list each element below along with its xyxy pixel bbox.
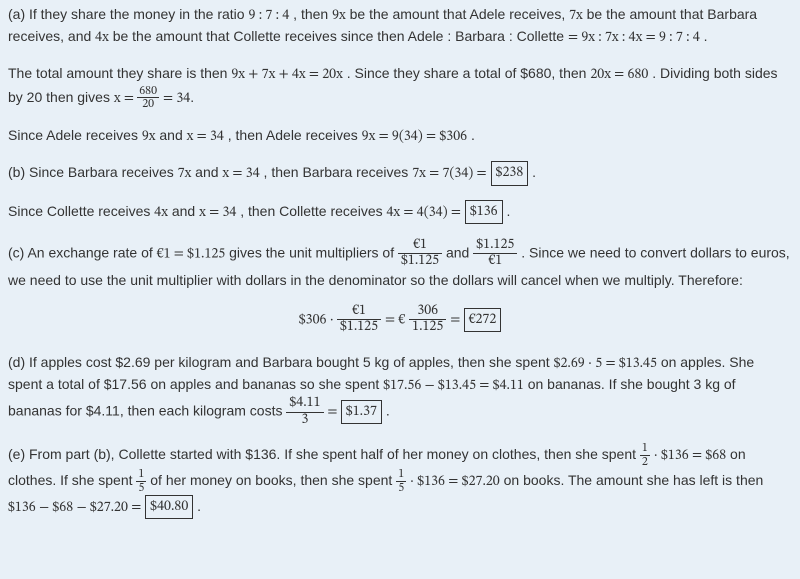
fraction-den: 1.125 <box>409 320 446 335</box>
collette-answer-box: $136 <box>465 200 503 224</box>
part-b-para2: Since Collette receives 4x and x = 34 , … <box>8 200 792 224</box>
bananas-sub: $17.56 − $13.45 = $4.11 <box>383 379 524 393</box>
fraction-num: 1 <box>640 442 650 456</box>
fraction-num: 1 <box>396 468 406 482</box>
fraction-den: 5 <box>396 482 406 495</box>
fraction-den: $1.125 <box>337 320 381 335</box>
text: , then Adele receives <box>228 127 362 143</box>
text: gives the unit multipliers of <box>229 245 398 261</box>
part-a-para1: (a) If they share the money in the ratio… <box>8 4 792 49</box>
part-c-para1: (c) An exchange rate of €1 = $1.125 give… <box>8 238 792 290</box>
fraction-411-3: $4.11 3 <box>286 396 323 428</box>
fraction-680-20: 680 20 <box>137 85 159 111</box>
part-e-para: (e) From part (b), Collette started with… <box>8 442 792 519</box>
eq-left: $306 · <box>299 314 337 328</box>
text: Since Adele receives <box>8 127 142 143</box>
text: (b) Since Barbara receives <box>8 164 178 180</box>
text: and <box>172 203 199 219</box>
fraction-num: €1 <box>337 304 381 320</box>
expr-9x: 9x <box>332 9 346 23</box>
text: , then <box>293 6 332 22</box>
text: . Since they share a total of $680, then <box>347 65 591 81</box>
eq-34: = 34 <box>163 92 190 106</box>
text: . <box>471 127 475 143</box>
final-sub: $136 − $68 − $27.20 = <box>8 500 141 514</box>
expr-4x: 4x <box>154 206 168 220</box>
text: The total amount they share is then <box>8 65 231 81</box>
text: (e) From part (b), Collette started with… <box>8 446 640 462</box>
text: . <box>506 203 510 219</box>
x-34: x = 34 <box>187 130 224 144</box>
expr-7x: 7x <box>178 167 192 181</box>
text: (a) If they share the money in the ratio <box>8 6 248 22</box>
text: of her money on books, then she spent <box>150 472 396 488</box>
eq: = <box>327 406 340 420</box>
fraction-num: $4.11 <box>286 396 323 412</box>
fraction-num: 306 <box>409 304 446 320</box>
fraction-num: €1 <box>398 238 442 254</box>
fraction-fifth: 1 5 <box>136 468 146 494</box>
text: . <box>386 403 390 419</box>
part-c-equation: $306 · €1 $1.125 = € 306 1.125 = €272 <box>8 304 792 336</box>
adele-calc: 9x = 9(34) = $306 <box>362 130 467 144</box>
fraction-num: 1 <box>136 468 146 482</box>
fraction-conv: €1 $1.125 <box>337 304 381 336</box>
text: , then Collette receives <box>240 203 386 219</box>
text: be the amount that Collette receives sin… <box>113 28 568 44</box>
text: . <box>532 164 536 180</box>
x-34: x = 34 <box>199 206 236 220</box>
fraction-fifth-2: 1 5 <box>396 468 406 494</box>
fraction-den: $1.125 <box>398 254 442 269</box>
text: Since Collette receives <box>8 203 154 219</box>
expr-7x: 7x <box>569 9 583 23</box>
eq-mid: = € <box>385 314 405 328</box>
apples-calc: $2.69 · 5 = $13.45 <box>554 357 657 371</box>
part-a-para2: The total amount they share is then 9x +… <box>8 63 792 111</box>
clothes-calc: · $136 = $68 <box>654 449 726 463</box>
fraction-den: 20 <box>137 98 159 111</box>
part-d-para: (d) If apples cost $2.69 per kilogram an… <box>8 352 792 428</box>
fraction-306-1125: 306 1.125 <box>409 304 446 336</box>
fraction-num: $1.125 <box>473 238 517 254</box>
exchange-rate: €1 = $1.125 <box>157 248 226 262</box>
remaining-money-box: $40.80 <box>145 495 193 519</box>
text: be the amount that Adele receives, <box>350 6 569 22</box>
x-34: x = 34 <box>222 167 259 181</box>
text: (d) If apples cost $2.69 per kilogram an… <box>8 354 554 370</box>
fraction-den: €1 <box>473 254 517 269</box>
fraction-num: 680 <box>137 85 159 99</box>
eq-eq: = <box>450 314 463 328</box>
part-a-para3: Since Adele receives 9x and x = 34 , the… <box>8 125 792 147</box>
text: on books. The amount she has left is the… <box>504 472 764 488</box>
text: and <box>159 127 186 143</box>
barbara-calc: 7x = 7(34) = <box>412 167 486 181</box>
fraction-den: 3 <box>286 413 323 428</box>
part-b-para1: (b) Since Barbara receives 7x and x = 34… <box>8 161 792 185</box>
ratio-expr: = 9x : 7x : 4x = 9 : 7 : 4 <box>568 31 700 45</box>
fraction-half: 1 2 <box>640 442 650 468</box>
fraction-euro-over-dollar: €1 $1.125 <box>398 238 442 270</box>
expr-9x: 9x <box>142 130 156 144</box>
ratio: 9 : 7 : 4 <box>248 9 289 23</box>
banana-price-box: $1.37 <box>341 400 382 424</box>
expr-4x: 4x <box>95 31 109 45</box>
fraction-den: 2 <box>640 456 650 469</box>
fraction-den: 5 <box>136 482 146 495</box>
x-eq: x = <box>114 92 137 106</box>
text: (c) An exchange rate of <box>8 245 157 261</box>
euros-answer-box: €272 <box>464 308 502 332</box>
eq-680: 20x = 680 <box>590 68 648 82</box>
barbara-answer-box: $238 <box>491 161 529 185</box>
text: and <box>446 245 473 261</box>
text: . <box>704 28 708 44</box>
fraction-dollar-over-euro: $1.125 €1 <box>473 238 517 270</box>
text: . <box>197 497 201 513</box>
sum-expr: 9x + 7x + 4x = 20x <box>231 68 342 82</box>
collette-calc: 4x = 4(34) = <box>387 206 461 220</box>
text: and <box>195 164 222 180</box>
books-calc: · $136 = $27.20 <box>410 475 500 489</box>
text: , then Barbara receives <box>264 164 413 180</box>
